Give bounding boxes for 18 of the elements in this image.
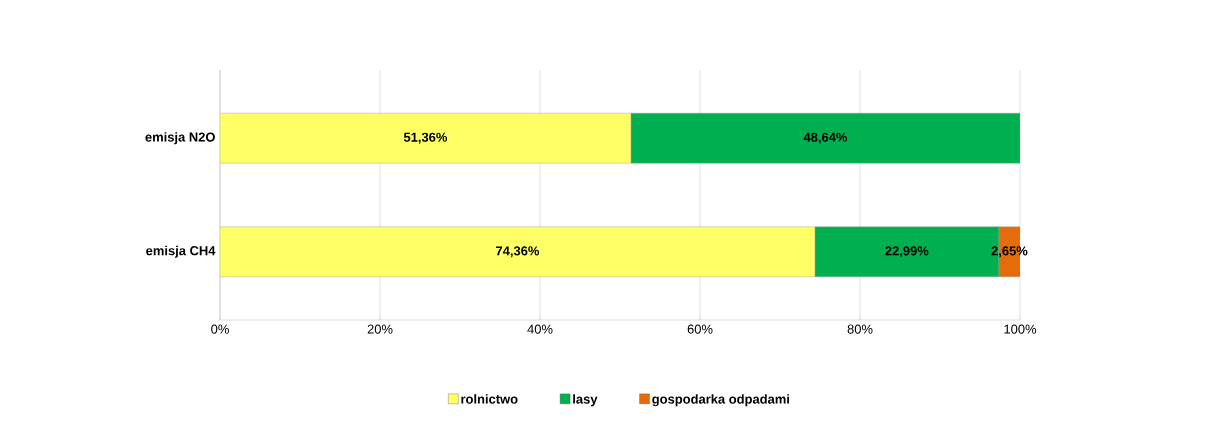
x-tick-label: 0% (211, 324, 229, 334)
x-tick-label: 100% (1004, 324, 1037, 334)
y-tick-label: emisja N2O (145, 132, 215, 145)
bar (220, 226, 816, 278)
data-label: 22,99% (885, 246, 929, 258)
bar (630, 112, 1021, 164)
x-tick-label: 60% (687, 324, 713, 334)
x-tick-label: 80% (847, 324, 873, 334)
data-label: 48,64% (803, 132, 848, 144)
data-label: 74,36% (496, 246, 540, 258)
legend-label: rolnictwo (461, 394, 518, 404)
y-tick-label: emisja CH4 (146, 245, 216, 258)
x-tick-label: 20% (367, 324, 393, 334)
legend-label: gospodarka odpadami (652, 394, 789, 407)
x-tick-label: 40% (527, 324, 553, 334)
data-label: 51,36% (403, 132, 448, 144)
bar (220, 112, 632, 164)
legend-label: lasy (573, 394, 598, 407)
